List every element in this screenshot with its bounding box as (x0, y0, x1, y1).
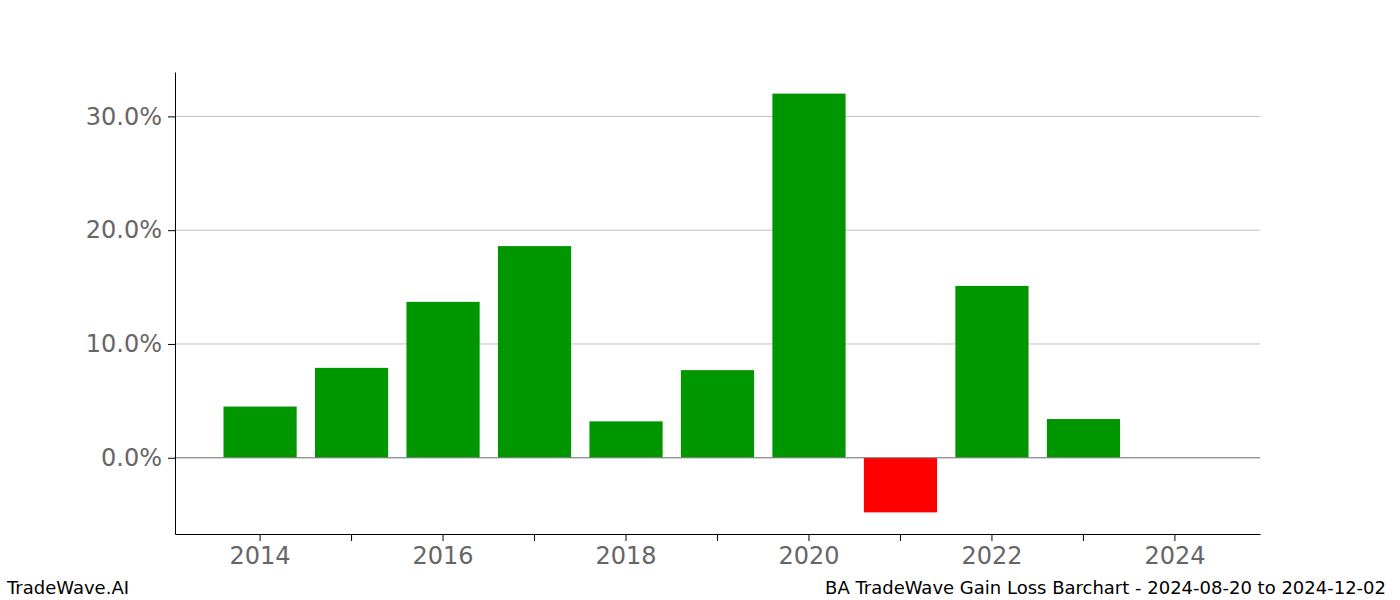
grid-line (175, 343, 1260, 344)
y-tick-mark (168, 116, 175, 117)
x-tick: 2022 (961, 534, 1022, 570)
grid (175, 116, 1260, 457)
y-tick-mark (168, 344, 175, 345)
y-tick: 10.0% (86, 330, 175, 358)
x-tick: 2020 (778, 534, 839, 570)
bar (223, 407, 296, 458)
y-tick: 0.0% (101, 444, 175, 472)
bar (589, 421, 662, 457)
x-tick-mark (1083, 534, 1084, 541)
x-tick-mark (260, 534, 261, 541)
y-tick-mark (168, 230, 175, 231)
chart: 2014 2016 2018 2020 2022 2024 0.0% 10.0% 20.0% 30… (0, 0, 1400, 600)
bar (681, 370, 754, 458)
x-tick-mark (534, 534, 535, 541)
x-tick: 2016 (413, 534, 474, 570)
x-tick (351, 534, 352, 541)
x-tick (717, 534, 718, 541)
bar (406, 302, 479, 458)
zero-line (175, 457, 1260, 458)
grid-line (175, 230, 1260, 231)
bar (315, 368, 388, 458)
x-tick-label: 2018 (595, 542, 656, 570)
bars (223, 94, 1120, 513)
bar (955, 286, 1028, 458)
x-axis: 2014 2016 2018 2020 2022 2024 (176, 534, 1261, 570)
x-tick-mark (991, 534, 992, 541)
x-tick-mark (808, 534, 809, 541)
bar (772, 94, 845, 458)
annotation: TradeWave.AI (6, 577, 129, 598)
x-tick (900, 534, 901, 541)
x-tick-label: 2024 (1144, 542, 1205, 570)
x-tick-label: 2020 (778, 542, 839, 570)
x-tick (1083, 534, 1084, 541)
x-tick: 2024 (1144, 534, 1205, 570)
bar (1047, 419, 1120, 458)
x-tick-mark (900, 534, 901, 541)
x-tick-label: 2016 (413, 542, 474, 570)
y-tick: 20.0% (86, 216, 175, 244)
x-tick: 2014 (230, 534, 291, 570)
grid-line (175, 457, 1260, 458)
y-axis-line (175, 73, 176, 535)
x-tick-label: 2022 (961, 542, 1022, 570)
x-tick-mark (1174, 534, 1175, 541)
x-tick-mark (717, 534, 718, 541)
y-tick-label: 10.0% (86, 330, 162, 358)
title: BA TradeWave Gain Loss Barchart - 2024-0… (825, 577, 1386, 598)
y-tick-label: 30.0% (86, 103, 162, 131)
bar (864, 458, 937, 513)
y-tick-mark (168, 458, 175, 459)
zero-line-group (175, 457, 1260, 458)
bar (498, 246, 571, 458)
y-tick: 30.0% (86, 103, 175, 131)
y-tick-label: 0.0% (101, 444, 162, 472)
x-tick-mark (351, 534, 352, 541)
y-tick-label: 20.0% (86, 216, 162, 244)
y-axis: 0.0% 10.0% 20.0% 30.0% (86, 73, 176, 535)
x-tick-label: 2014 (230, 542, 291, 570)
x-tick-mark (626, 534, 627, 541)
grid-line (175, 116, 1260, 117)
x-tick-mark (443, 534, 444, 541)
x-tick: 2018 (595, 534, 656, 570)
x-tick (534, 534, 535, 541)
